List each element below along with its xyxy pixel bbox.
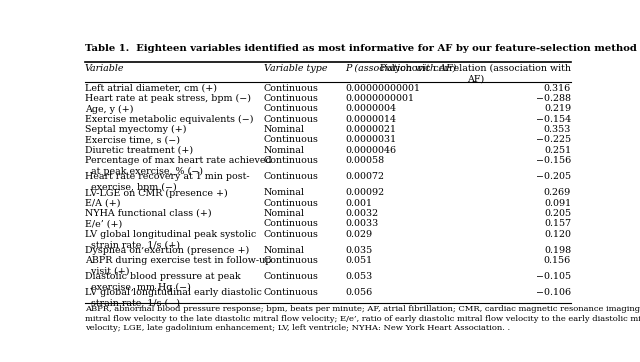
Text: Continuous: Continuous bbox=[264, 172, 318, 181]
Text: Continuous: Continuous bbox=[264, 199, 318, 208]
Text: E/A (+): E/A (+) bbox=[85, 199, 120, 208]
Text: Septal myectomy (+): Septal myectomy (+) bbox=[85, 125, 186, 134]
Text: −0.205: −0.205 bbox=[536, 172, 571, 181]
Text: 0.316: 0.316 bbox=[544, 84, 571, 93]
Text: 0.0033: 0.0033 bbox=[346, 219, 379, 228]
Text: Polychoric correlation (association with
AF): Polychoric correlation (association with… bbox=[380, 63, 571, 83]
Text: 0.251: 0.251 bbox=[544, 146, 571, 155]
Text: −0.288: −0.288 bbox=[536, 94, 571, 103]
Text: 0.0000046: 0.0000046 bbox=[346, 146, 397, 155]
Text: Heart rate at peak stress, bpm (−): Heart rate at peak stress, bpm (−) bbox=[85, 94, 251, 103]
Text: −0.154: −0.154 bbox=[536, 115, 571, 124]
Text: Diastolic blood pressure at peak
  exercise, mm Hg (−): Diastolic blood pressure at peak exercis… bbox=[85, 272, 241, 292]
Text: 0.219: 0.219 bbox=[544, 105, 571, 113]
Text: 0.157: 0.157 bbox=[544, 219, 571, 228]
Text: 0.0000000001: 0.0000000001 bbox=[346, 94, 414, 103]
Text: Heart rate recovery at 1 min post-
  exercise, bpm (−): Heart rate recovery at 1 min post- exerc… bbox=[85, 172, 250, 192]
Text: 0.001: 0.001 bbox=[346, 199, 372, 208]
Text: −0.156: −0.156 bbox=[536, 156, 571, 165]
Text: Nominal: Nominal bbox=[264, 125, 305, 134]
Text: 0.198: 0.198 bbox=[544, 246, 571, 255]
Text: 0.0000031: 0.0000031 bbox=[346, 135, 397, 144]
Text: Continuous: Continuous bbox=[264, 84, 318, 93]
Text: 0.00072: 0.00072 bbox=[346, 172, 385, 181]
Text: 0.120: 0.120 bbox=[544, 230, 571, 239]
Text: Left atrial diameter, cm (+): Left atrial diameter, cm (+) bbox=[85, 84, 217, 93]
Text: Continuous: Continuous bbox=[264, 135, 318, 144]
Text: P (association with AF): P (association with AF) bbox=[346, 63, 457, 72]
Text: Continuous: Continuous bbox=[264, 256, 318, 265]
Text: Continuous: Continuous bbox=[264, 115, 318, 124]
Text: Continuous: Continuous bbox=[264, 105, 318, 113]
Text: Continuous: Continuous bbox=[264, 289, 318, 298]
Text: −0.106: −0.106 bbox=[536, 289, 571, 298]
Text: −0.225: −0.225 bbox=[536, 135, 571, 144]
Text: LV-LGE on CMR (presence +): LV-LGE on CMR (presence +) bbox=[85, 188, 228, 198]
Text: Nominal: Nominal bbox=[264, 246, 305, 255]
Text: 0.029: 0.029 bbox=[346, 230, 372, 239]
Text: Continuous: Continuous bbox=[264, 230, 318, 239]
Text: 0.0000004: 0.0000004 bbox=[346, 105, 396, 113]
Text: Continuous: Continuous bbox=[264, 219, 318, 228]
Text: Exercise metabolic equivalents (−): Exercise metabolic equivalents (−) bbox=[85, 115, 253, 124]
Text: 0.0000014: 0.0000014 bbox=[346, 115, 396, 124]
Text: Continuous: Continuous bbox=[264, 272, 318, 281]
Text: Continuous: Continuous bbox=[264, 94, 318, 103]
Text: Age, y (+): Age, y (+) bbox=[85, 105, 134, 114]
Text: 0.00000000001: 0.00000000001 bbox=[346, 84, 420, 93]
Text: Diuretic treatment (+): Diuretic treatment (+) bbox=[85, 146, 193, 155]
Text: Nominal: Nominal bbox=[264, 188, 305, 197]
Text: Dyspnea on exertion (presence +): Dyspnea on exertion (presence +) bbox=[85, 246, 249, 255]
Text: Percentage of max heart rate achieved
  at peak exercise, % (−): Percentage of max heart rate achieved at… bbox=[85, 156, 271, 176]
Text: 0.0032: 0.0032 bbox=[346, 209, 378, 218]
Text: 0.0000021: 0.0000021 bbox=[346, 125, 396, 134]
Text: −0.105: −0.105 bbox=[536, 272, 571, 281]
Text: 0.353: 0.353 bbox=[543, 125, 571, 134]
Text: E/e’ (+): E/e’ (+) bbox=[85, 219, 122, 228]
Text: 0.00092: 0.00092 bbox=[346, 188, 385, 197]
Text: Variable type: Variable type bbox=[264, 63, 327, 72]
Text: ABPR during exercise test in follow-up
  visit (+): ABPR during exercise test in follow-up v… bbox=[85, 256, 271, 275]
Text: Nominal: Nominal bbox=[264, 146, 305, 155]
Text: 0.205: 0.205 bbox=[544, 209, 571, 218]
Text: Continuous: Continuous bbox=[264, 156, 318, 165]
Text: 0.269: 0.269 bbox=[544, 188, 571, 197]
Text: Nominal: Nominal bbox=[264, 209, 305, 218]
Text: 0.156: 0.156 bbox=[544, 256, 571, 265]
Text: 0.053: 0.053 bbox=[346, 272, 372, 281]
Text: Exercise time, s (−): Exercise time, s (−) bbox=[85, 135, 180, 144]
Text: LV global longitudinal peak systolic
  strain rate, 1/s (+): LV global longitudinal peak systolic str… bbox=[85, 230, 256, 249]
Text: 0.056: 0.056 bbox=[346, 289, 372, 298]
Text: ABPR, abnormal blood pressure response; bpm, beats per minute; AF, atrial fibril: ABPR, abnormal blood pressure response; … bbox=[85, 306, 640, 332]
Text: Table 1.  Eighteen variables identified as most informative for AF by our featur: Table 1. Eighteen variables identified a… bbox=[85, 44, 637, 53]
Text: Variable: Variable bbox=[85, 63, 124, 72]
Text: 0.051: 0.051 bbox=[346, 256, 372, 265]
Text: 0.00058: 0.00058 bbox=[346, 156, 385, 165]
Text: 0.035: 0.035 bbox=[346, 246, 372, 255]
Text: LV global longitudinal early diastolic
  strain rate, 1/s (−): LV global longitudinal early diastolic s… bbox=[85, 289, 262, 308]
Text: NYHA functional class (+): NYHA functional class (+) bbox=[85, 209, 212, 218]
Text: 0.091: 0.091 bbox=[544, 199, 571, 208]
